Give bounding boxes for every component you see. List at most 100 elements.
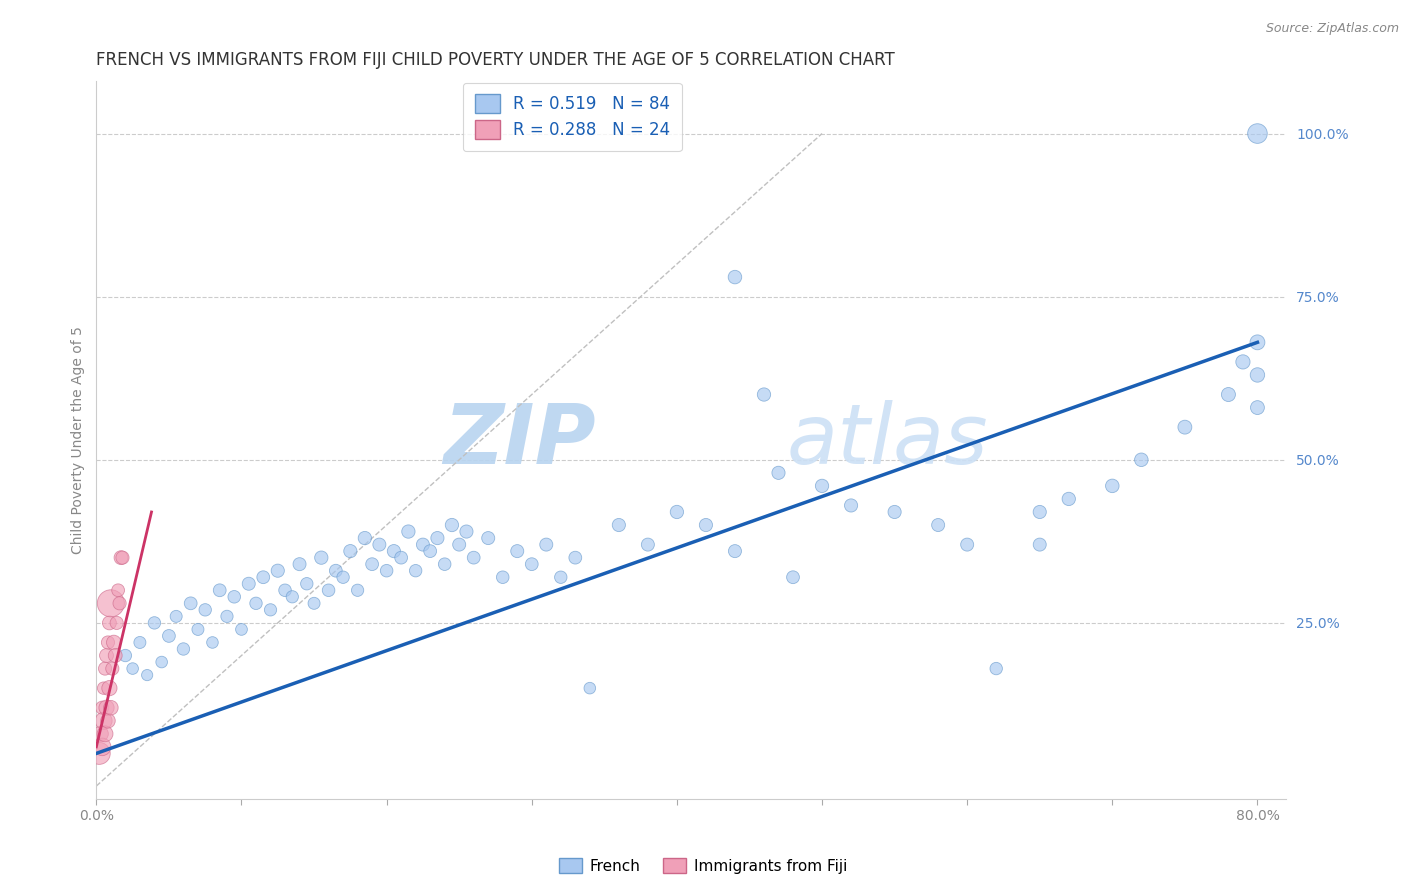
Point [346, 583, 368, 598]
Point [238, 576, 260, 591]
Point [956, 538, 979, 552]
Point [665, 505, 688, 519]
Text: Source: ZipAtlas.com: Source: ZipAtlas.com [1265, 22, 1399, 36]
Point [724, 270, 747, 285]
Point [150, 655, 173, 669]
Point [104, 648, 127, 663]
Point [520, 557, 543, 571]
Point [550, 570, 572, 584]
Text: ZIP: ZIP [443, 400, 596, 481]
Point [1057, 491, 1080, 506]
Point [172, 642, 194, 657]
Point [94, 662, 117, 676]
Point [1246, 368, 1268, 382]
Text: FRENCH VS IMMIGRANTS FROM FIJI CHILD POVERTY UNDER THE AGE OF 5 CORRELATION CHAR: FRENCH VS IMMIGRANTS FROM FIJI CHILD POV… [97, 51, 896, 69]
Point [224, 590, 246, 604]
Point [295, 576, 318, 591]
Point [94, 727, 117, 741]
Point [412, 538, 434, 552]
Point [361, 557, 384, 571]
Point [1101, 479, 1123, 493]
Point [274, 583, 297, 598]
Point [110, 550, 132, 565]
Point [477, 531, 499, 545]
Point [440, 518, 463, 533]
Point [1174, 420, 1197, 434]
Point [1246, 335, 1268, 350]
Point [100, 596, 122, 610]
Point [89, 747, 111, 761]
Point [811, 479, 834, 493]
Point [1029, 505, 1052, 519]
Point [332, 570, 354, 584]
Point [101, 662, 124, 676]
Point [927, 518, 949, 533]
Point [375, 564, 398, 578]
Point [108, 596, 131, 610]
Point [267, 564, 290, 578]
Point [1232, 355, 1254, 369]
Point [456, 524, 478, 539]
Point [1246, 401, 1268, 415]
Point [986, 662, 1008, 676]
Point [768, 466, 790, 480]
Point [121, 662, 143, 676]
Point [382, 544, 405, 558]
Point [607, 518, 630, 533]
Point [103, 635, 125, 649]
Point [288, 557, 311, 571]
Point [506, 544, 529, 558]
Point [157, 629, 180, 643]
Point [252, 570, 274, 584]
Point [97, 714, 120, 728]
Y-axis label: Child Poverty Under the Age of 5: Child Poverty Under the Age of 5 [72, 326, 86, 554]
Point [231, 623, 253, 637]
Point [302, 596, 325, 610]
Point [1029, 538, 1052, 552]
Point [98, 681, 121, 695]
Point [396, 524, 419, 539]
Point [105, 615, 128, 630]
Point [724, 544, 747, 558]
Point [492, 570, 515, 584]
Point [419, 544, 441, 558]
Point [883, 505, 905, 519]
Point [201, 635, 224, 649]
Point [1130, 452, 1153, 467]
Point [208, 583, 231, 598]
Text: atlas: atlas [786, 400, 988, 481]
Point [389, 550, 412, 565]
Point [194, 603, 217, 617]
Point [311, 550, 333, 565]
Point [98, 615, 121, 630]
Legend: French, Immigrants from Fiji: French, Immigrants from Fiji [553, 852, 853, 880]
Point [111, 550, 134, 565]
Point [91, 700, 114, 714]
Point [339, 544, 361, 558]
Point [637, 538, 659, 552]
Point [426, 531, 449, 545]
Point [136, 668, 159, 682]
Point [215, 609, 238, 624]
Point [180, 596, 202, 610]
Point [353, 531, 375, 545]
Point [318, 583, 340, 598]
Point [107, 583, 129, 598]
Point [1218, 387, 1240, 401]
Point [463, 550, 485, 565]
Point [245, 596, 267, 610]
Point [433, 557, 456, 571]
Point [782, 570, 804, 584]
Point [91, 739, 114, 754]
Point [325, 564, 347, 578]
Point [187, 623, 209, 637]
Point [405, 564, 427, 578]
Point [100, 700, 122, 714]
Point [128, 635, 150, 649]
Point [114, 648, 136, 663]
Legend: R = 0.519   N = 84, R = 0.288   N = 24: R = 0.519 N = 84, R = 0.288 N = 24 [463, 82, 682, 151]
Point [752, 387, 775, 401]
Point [143, 615, 166, 630]
Point [449, 538, 471, 552]
Point [281, 590, 304, 604]
